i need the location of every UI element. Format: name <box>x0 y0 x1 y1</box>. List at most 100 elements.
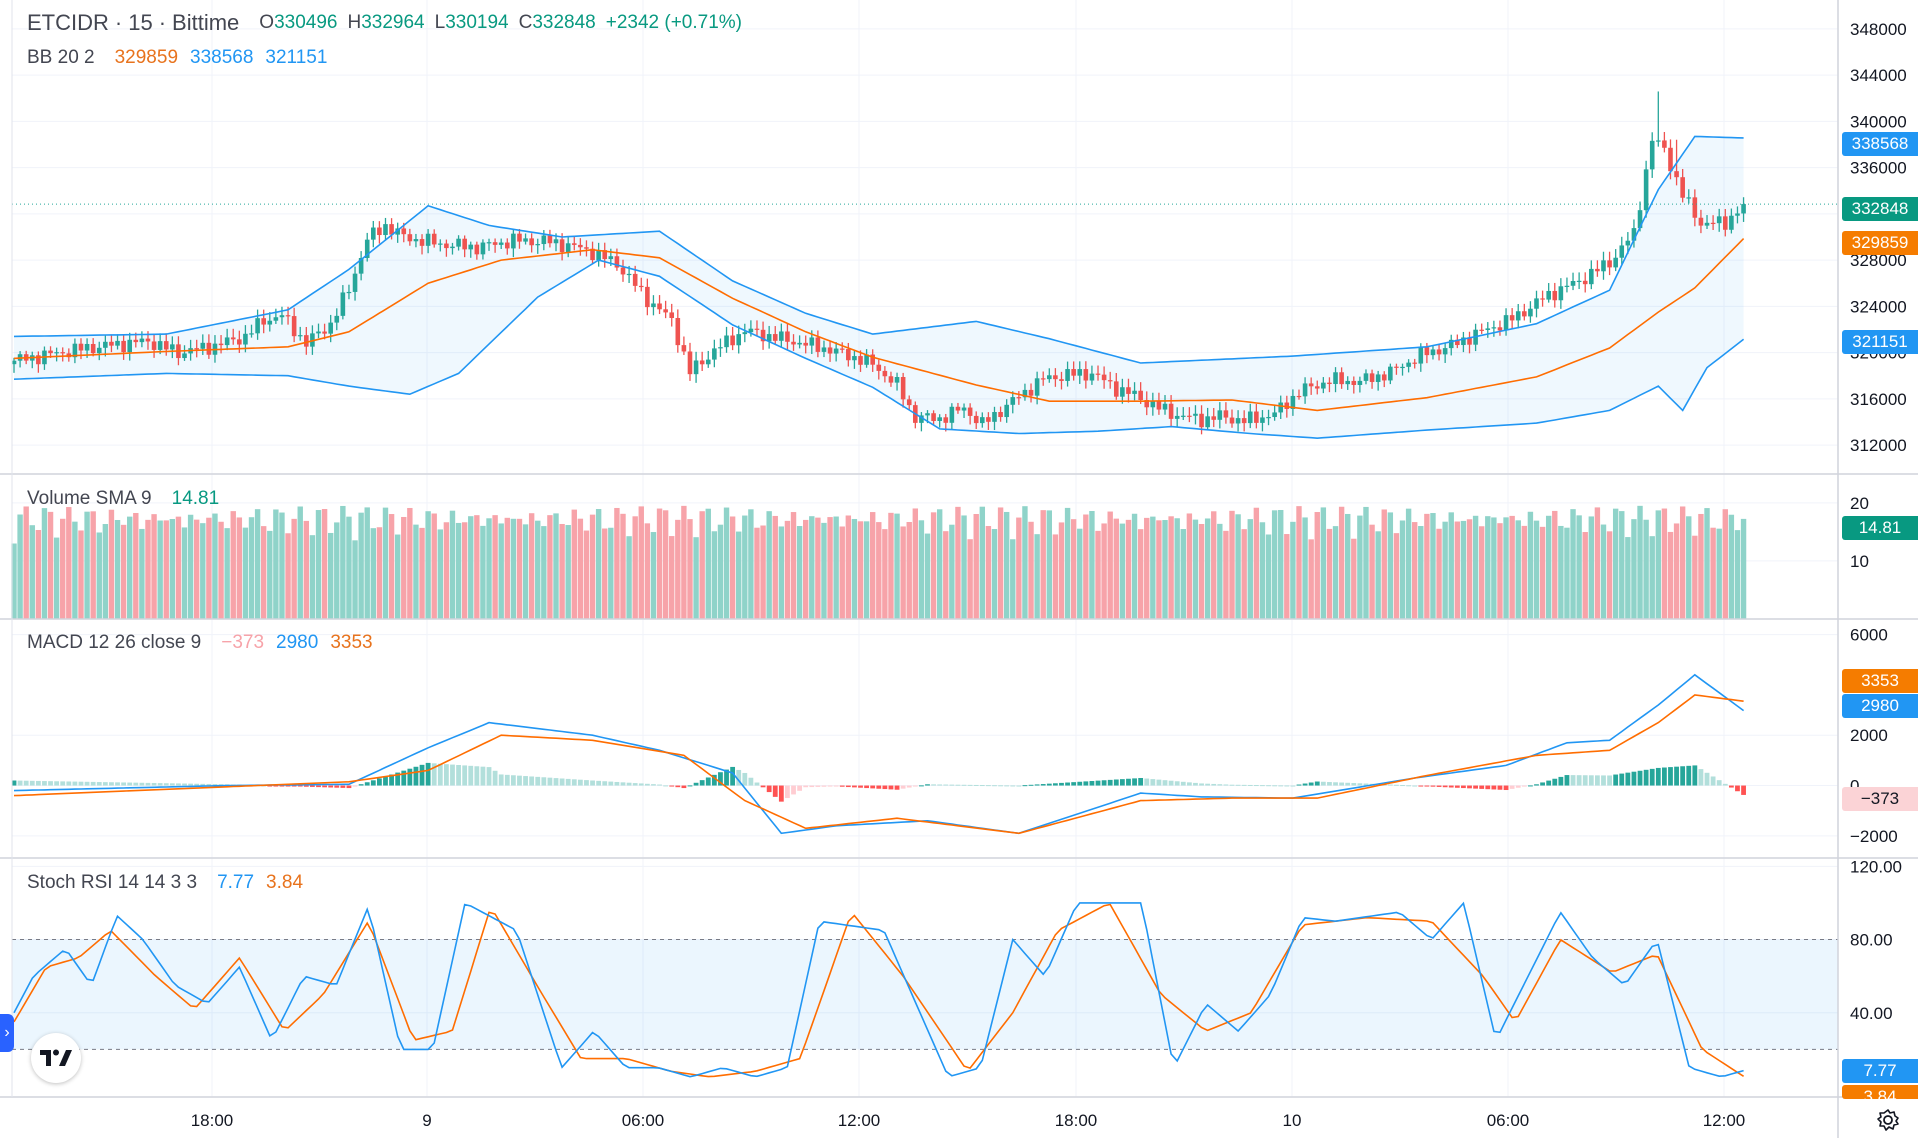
candle-body <box>1150 401 1156 408</box>
volume-bar <box>480 525 486 619</box>
candle-body <box>1388 366 1393 381</box>
candle-body <box>967 407 973 416</box>
macd-legend[interactable]: MACD 12 26 close 9 −373 2980 3353 <box>27 632 373 654</box>
volume-bar <box>455 522 462 619</box>
macd-histogram-bar <box>742 772 748 786</box>
candle-body <box>565 243 571 253</box>
macd-histogram-bar <box>906 785 912 788</box>
macd-histogram-bar <box>1138 777 1144 786</box>
settings-gear-icon[interactable] <box>1876 1108 1900 1132</box>
stoch-k-badge: 7.77 <box>1842 1059 1918 1083</box>
macd-histogram-bar <box>791 785 796 795</box>
candle-body <box>1095 373 1101 375</box>
candle-body <box>1247 411 1253 424</box>
candle-body <box>541 235 547 245</box>
volume-bar <box>1357 515 1363 619</box>
candle-body <box>1455 339 1460 346</box>
volume-bar <box>474 515 480 619</box>
macd-histogram-bar <box>1083 781 1089 786</box>
macd-histogram-bar <box>1655 767 1661 786</box>
volume-bar <box>1704 508 1710 619</box>
candle-body <box>571 243 577 245</box>
candle-body <box>127 339 133 353</box>
macd-histogram-bar <box>1710 776 1716 786</box>
candle-body <box>1278 402 1284 413</box>
candle-body <box>815 337 821 352</box>
volume-bar <box>498 523 504 619</box>
candle-body <box>1034 378 1040 396</box>
macd-histogram-bar <box>322 785 327 788</box>
candle-body <box>1193 413 1198 416</box>
bb-label[interactable]: BB 20 2 <box>27 47 95 68</box>
volume-bar <box>1278 509 1284 619</box>
macd-histogram-bar <box>127 782 133 786</box>
volume-bar <box>705 508 711 619</box>
bb-legend[interactable]: BB 20 2 329859 338568 321151 <box>27 47 327 69</box>
symbol-interval[interactable]: 15 <box>128 10 153 35</box>
volume-bar <box>1497 523 1503 619</box>
candle-body <box>730 335 735 346</box>
candle-body <box>888 376 894 383</box>
volume-bar <box>1436 528 1442 619</box>
macd-histogram-bar <box>937 784 943 786</box>
macd-histogram-bar <box>833 785 839 787</box>
macd-histogram-bar <box>273 785 279 787</box>
stoch-legend[interactable]: Stoch RSI 14 14 3 3 7.77 3.84 <box>27 872 303 894</box>
candle-body <box>1467 337 1472 345</box>
price-axis-tick: 0 <box>1850 777 1859 796</box>
volume-bar <box>23 506 29 619</box>
volume-bar <box>254 509 261 619</box>
candle-body <box>535 244 541 246</box>
expand-panel-button[interactable]: › <box>0 1014 14 1052</box>
macd-histogram-bar <box>730 766 736 786</box>
volume-label[interactable]: Volume SMA 9 <box>27 488 152 509</box>
stoch-rsi-k-line <box>13 901 1744 1078</box>
volume-bar <box>1710 527 1716 619</box>
volume-value: 14.81 <box>171 488 220 509</box>
candle-body <box>596 250 601 261</box>
candle-body <box>1631 228 1637 241</box>
stoch-label[interactable]: Stoch RSI 14 14 3 3 <box>27 872 198 893</box>
candle-body <box>1022 389 1028 398</box>
macd-histogram-bar <box>1643 769 1649 786</box>
symbol-name[interactable]: ETCIDR <box>27 10 109 35</box>
macd-histogram-bar <box>169 783 175 786</box>
macd-histogram-bar <box>1229 784 1235 786</box>
macd-histogram-bar <box>1357 783 1363 786</box>
volume-bar <box>1667 531 1674 619</box>
candle-body <box>1394 366 1399 368</box>
time-axis[interactable]: 18:00 9 06:00 12:00 18:00 10 06:00 12:00 <box>191 1111 1746 1130</box>
candle-body <box>1613 257 1618 268</box>
macd-histogram-bar <box>559 778 565 786</box>
tradingview-logo-icon[interactable] <box>31 1033 81 1083</box>
candle-body <box>1217 410 1223 420</box>
volume-legend[interactable]: Volume SMA 9 14.81 <box>27 488 219 510</box>
macd-histogram-bar <box>35 780 41 786</box>
macd-histogram-bar <box>1339 782 1345 786</box>
volume-bar <box>888 512 894 619</box>
macd-label[interactable]: MACD 12 26 close 9 <box>27 632 202 653</box>
candle-body <box>273 317 279 321</box>
macd-histogram-bar <box>1059 782 1064 786</box>
macd-histogram-bar <box>145 782 151 786</box>
symbol-legend[interactable]: ETCIDR · 15 · Bittime O 330496 H 332964 … <box>27 10 742 36</box>
symbol-exchange[interactable]: Bittime <box>172 10 240 35</box>
volume-bar <box>1162 520 1168 619</box>
candle-body <box>1028 389 1034 396</box>
macd-histogram-bar <box>565 778 571 786</box>
candlestick-series[interactable] <box>11 91 1746 435</box>
volume-bar <box>358 512 364 619</box>
volume-bar <box>1728 514 1735 619</box>
candle-body <box>78 343 84 351</box>
volume-bar <box>778 526 785 619</box>
candle-body <box>906 399 912 406</box>
volume-bar <box>1545 515 1552 619</box>
macd-histogram-bar <box>1144 778 1150 786</box>
volume-bar <box>1424 513 1430 619</box>
volume-bar <box>486 518 492 619</box>
candle-body <box>949 406 955 423</box>
volume-bar <box>1137 529 1144 619</box>
candle-body <box>1503 315 1509 331</box>
